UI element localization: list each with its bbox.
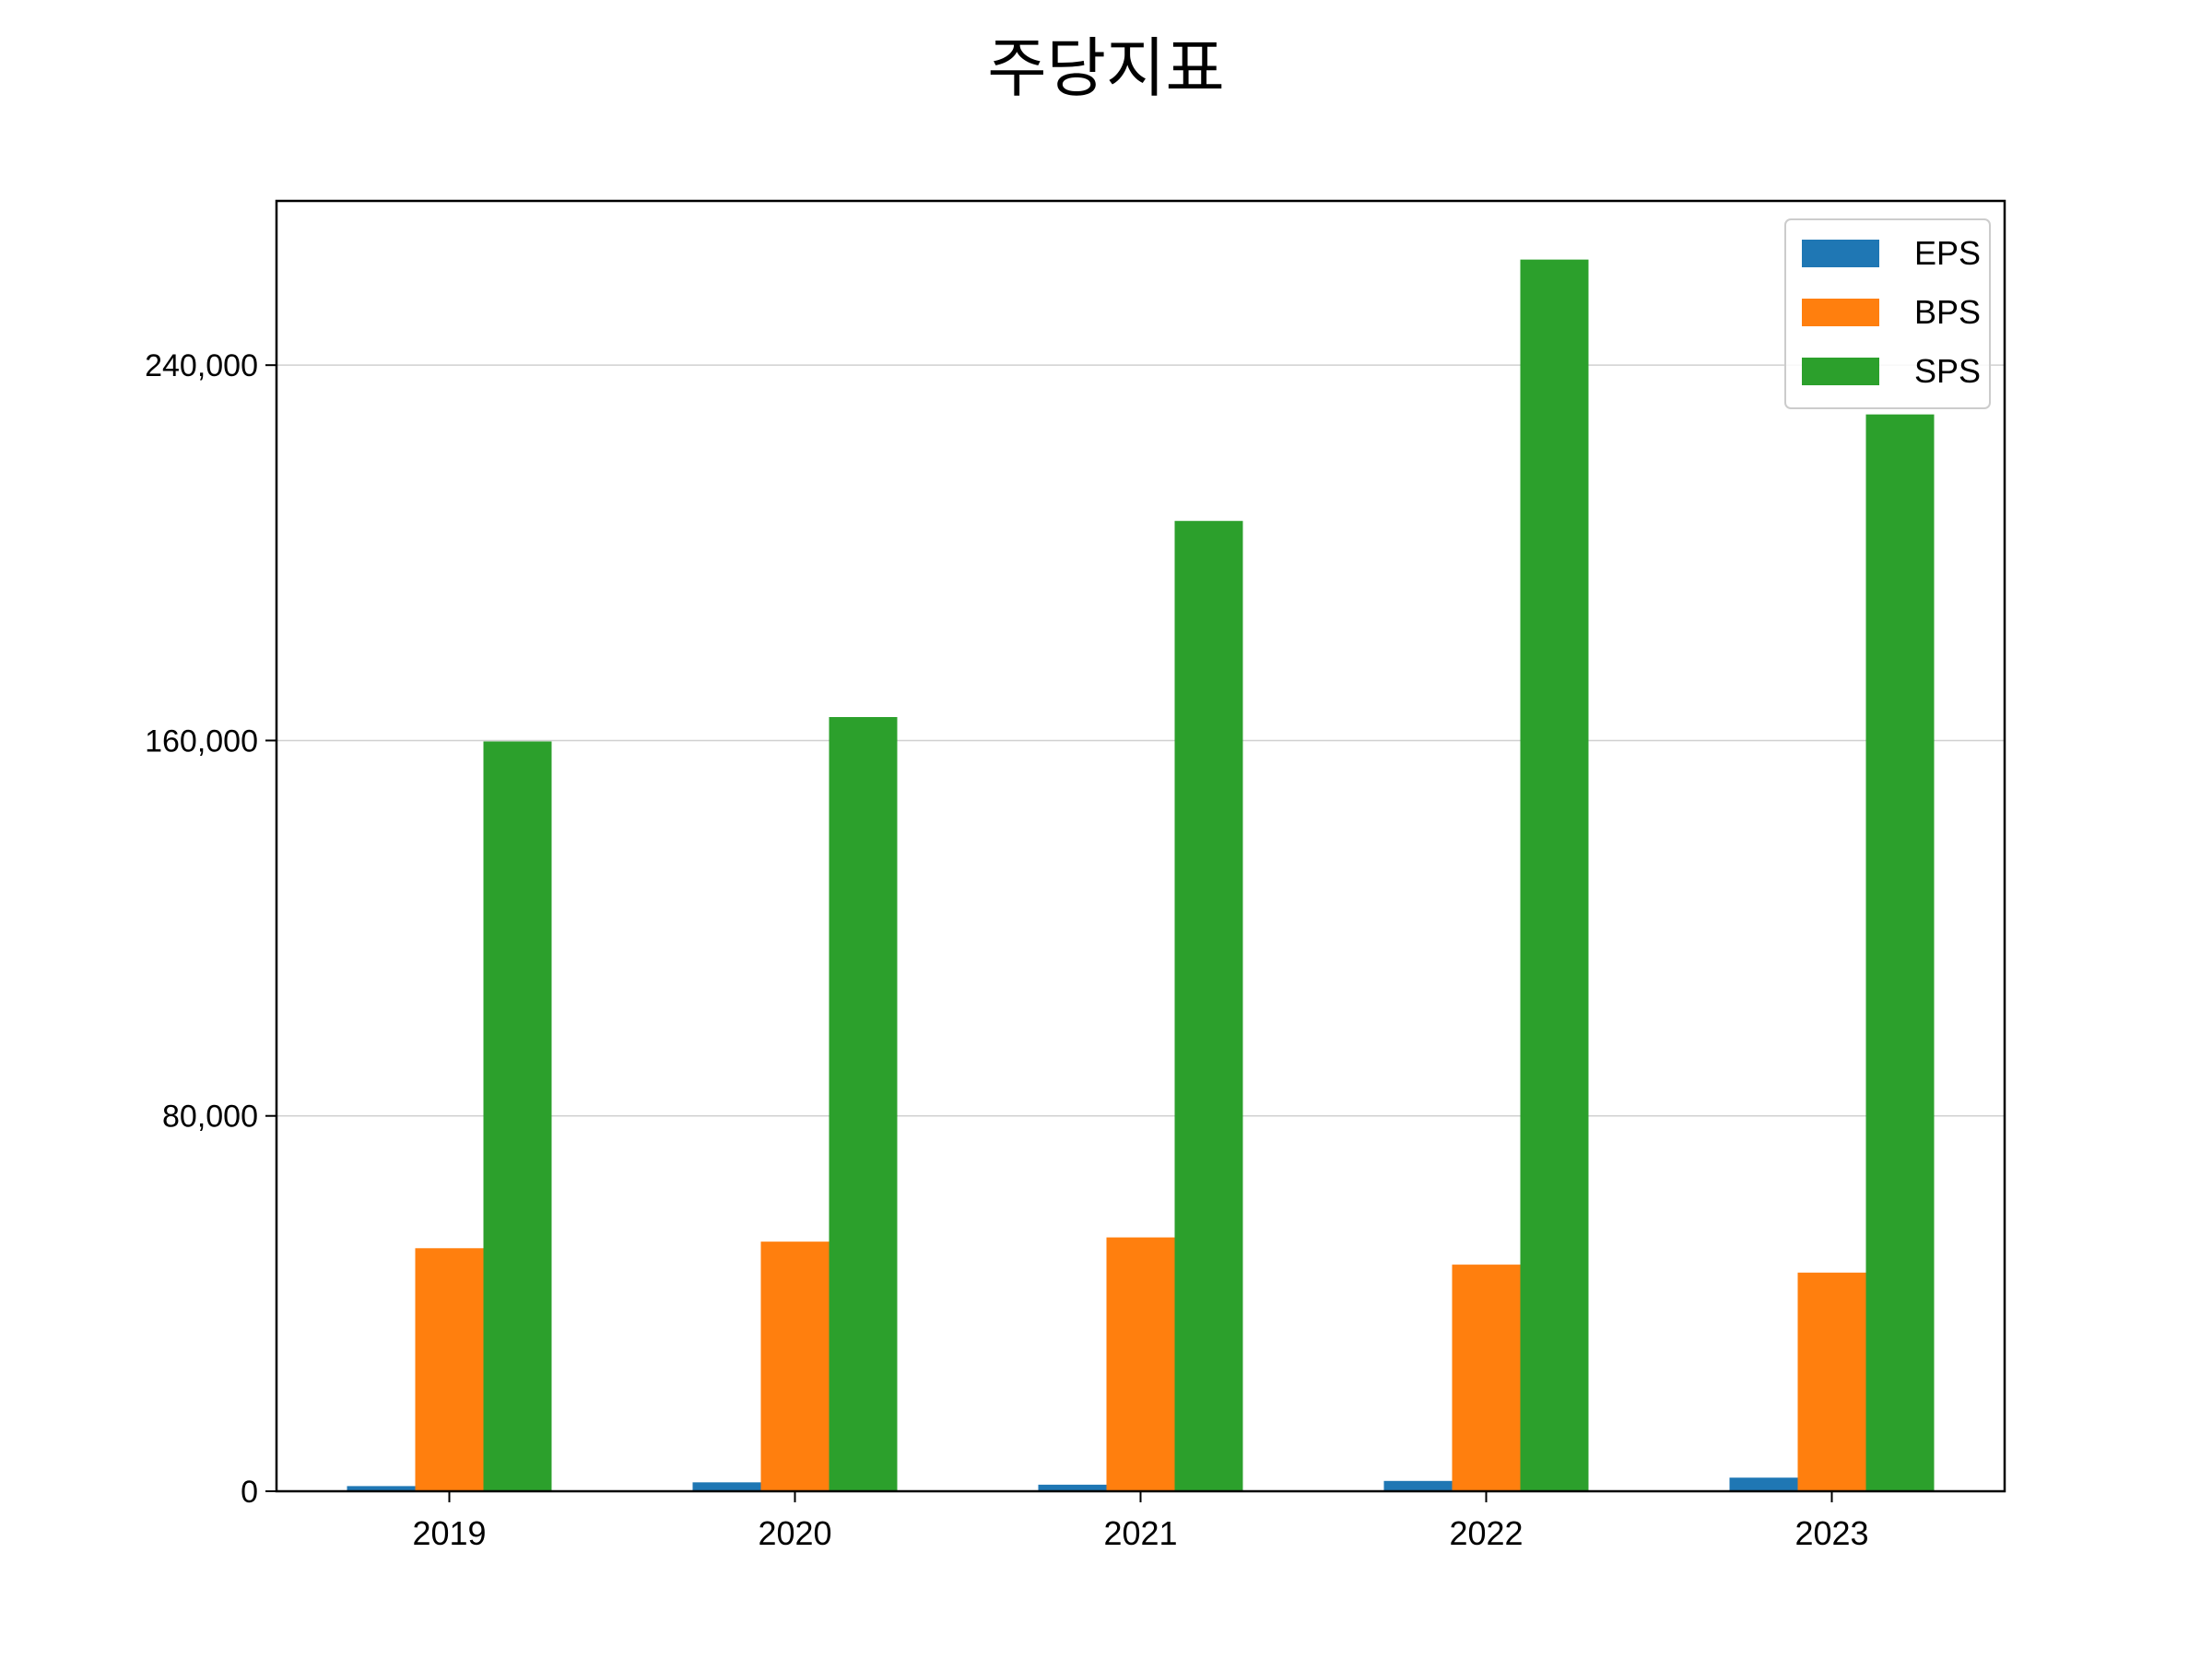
x-tick-label: 2019 xyxy=(412,1514,486,1552)
x-tick-label: 2021 xyxy=(1103,1514,1177,1552)
bar-sps-2019 xyxy=(483,741,552,1491)
bar-eps-2023 xyxy=(1729,1477,1798,1491)
x-axis: 2019 2020 2021 2022 2023 xyxy=(412,1491,1869,1552)
bar-eps-2021 xyxy=(1038,1484,1107,1491)
bar-bps-2023 xyxy=(1797,1272,1866,1491)
y-tick-label: 0 xyxy=(241,1475,258,1510)
bar-bps-2020 xyxy=(760,1241,830,1491)
bar-eps-2019 xyxy=(347,1486,416,1491)
legend-label-eps: EPS xyxy=(1914,234,1981,272)
legend-swatch-eps xyxy=(1802,240,1879,267)
x-tick-label: 2022 xyxy=(1449,1514,1523,1552)
grid-lines xyxy=(276,364,2005,1117)
bar-sps-2022 xyxy=(1520,259,1589,1491)
y-tick-label: 80,000 xyxy=(162,1100,258,1135)
bar-eps-2022 xyxy=(1383,1480,1453,1491)
bar-bps-2022 xyxy=(1452,1265,1521,1491)
legend-swatch-sps xyxy=(1802,358,1879,385)
bar-sps-2021 xyxy=(1174,521,1243,1492)
y-tick-label: 240,000 xyxy=(145,348,258,383)
legend-label-bps: BPS xyxy=(1914,293,1981,331)
bar-bps-2019 xyxy=(415,1248,484,1491)
x-tick-label: 2020 xyxy=(758,1514,831,1552)
legend: EPS BPS SPS xyxy=(1784,218,1991,409)
chart-title: 주당지표 xyxy=(987,30,1225,106)
y-axis: 0 80,000 160,000 240,000 xyxy=(145,348,276,1510)
bar-sps-2020 xyxy=(829,717,898,1491)
bars xyxy=(347,259,1935,1492)
x-tick-label: 2023 xyxy=(1794,1514,1868,1552)
bar-sps-2023 xyxy=(1865,414,1935,1491)
bar-eps-2020 xyxy=(692,1482,761,1491)
y-tick-label: 160,000 xyxy=(145,724,258,759)
bar-bps-2021 xyxy=(1106,1237,1175,1491)
legend-label-sps: SPS xyxy=(1914,352,1981,390)
legend-swatch-bps xyxy=(1802,299,1879,326)
